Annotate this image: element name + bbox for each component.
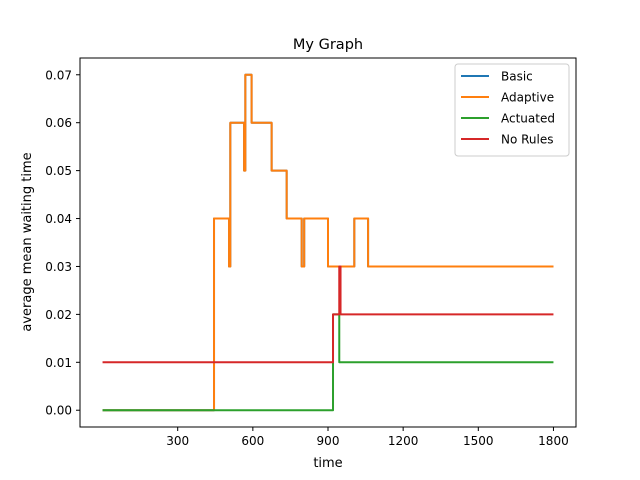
chart-title: My Graph	[293, 37, 363, 53]
plot-frame	[79, 57, 577, 428]
x-axis-label: time	[313, 456, 342, 471]
y-tick-label: 0.01	[45, 356, 72, 370]
legend-label: Adaptive	[501, 91, 554, 105]
y-tick-label: 0.03	[45, 260, 72, 274]
y-tick-label: 0.05	[45, 164, 72, 178]
axes-layer: 300 600 900 1200 1500 1800 0.00 0.01 0.02 0.03 0.0…	[45, 68, 568, 448]
legend-label: Basic	[501, 70, 533, 84]
y-tick-label: 0.04	[45, 212, 72, 226]
series-layer	[102, 73, 554, 412]
legend-label: No Rules	[501, 133, 554, 147]
y-tick-label: 0.06	[45, 116, 72, 130]
y-tick-label: 0.00	[45, 404, 72, 418]
legend-label: Actuated	[501, 112, 555, 126]
y-axis-label: average mean waiting time	[20, 152, 35, 331]
series-line-adaptive	[102, 73, 554, 412]
x-tick-label: 600	[241, 434, 264, 448]
x-tick-label: 1200	[388, 434, 419, 448]
y-tick-label: 0.07	[45, 68, 72, 82]
y-tick-label: 0.02	[45, 308, 72, 322]
legend: Basic Adaptive Actuated No Rules	[454, 63, 570, 157]
series-line-no-rules	[102, 265, 554, 364]
x-tick-label: 900	[317, 434, 340, 448]
x-tick-label: 300	[166, 434, 189, 448]
legend-frame	[454, 63, 570, 157]
x-tick-label: 1500	[463, 434, 494, 448]
x-tick-label: 1800	[538, 434, 569, 448]
